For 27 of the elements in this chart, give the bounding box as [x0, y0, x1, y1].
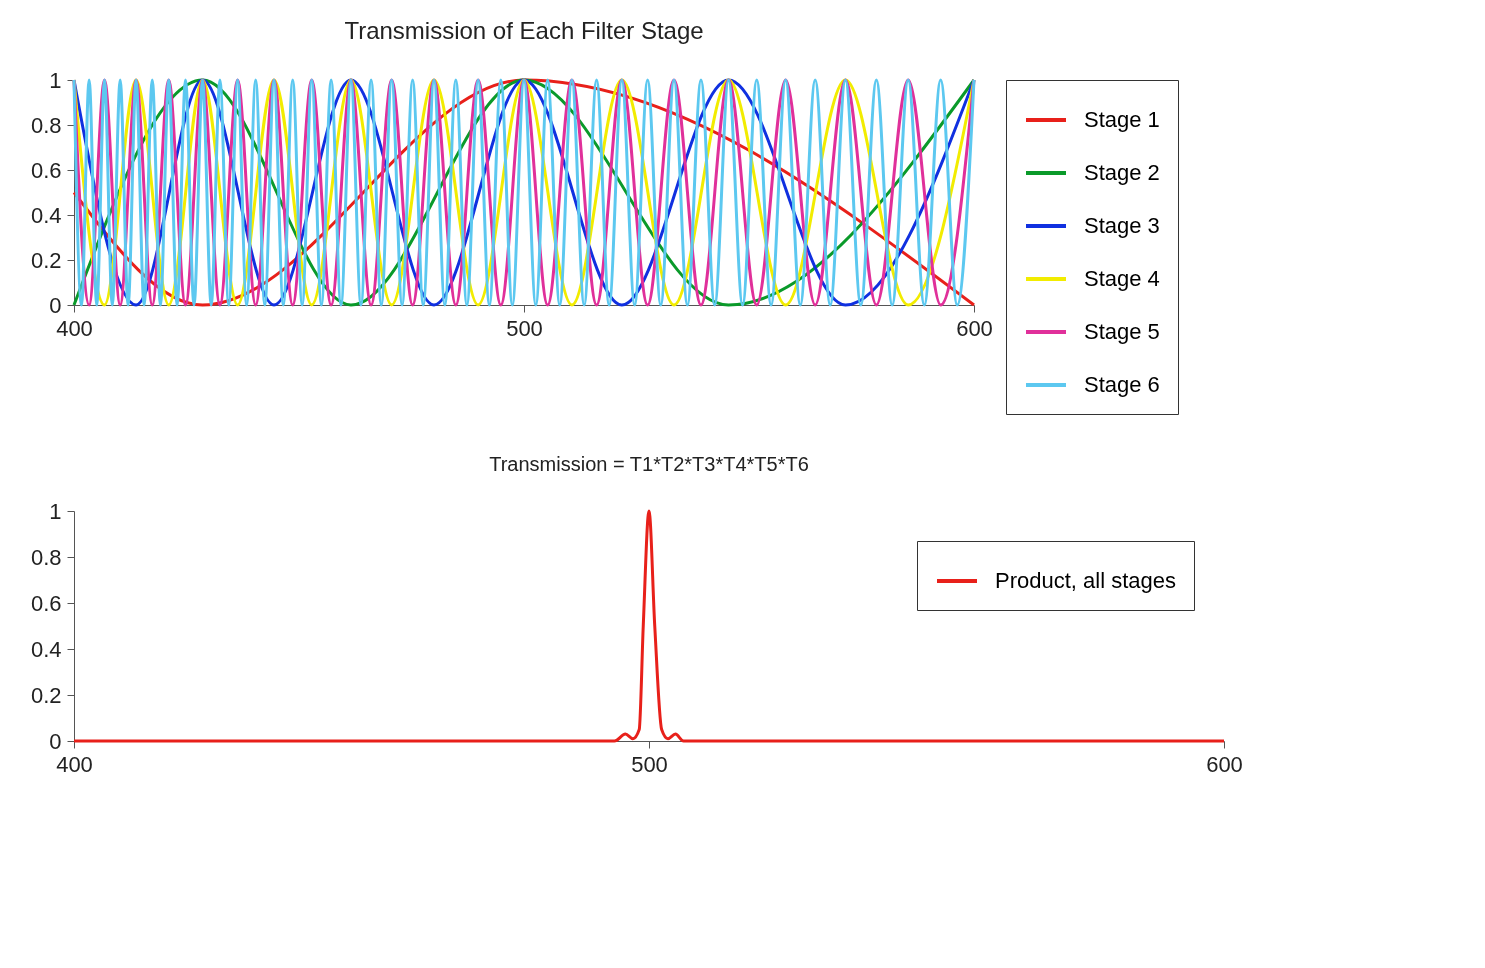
y-tick-label: 0.2 — [30, 682, 62, 708]
x-tick-label: 600 — [956, 315, 993, 341]
legend-label: Stage 6 — [1084, 372, 1160, 397]
chart-title: Transmission of Each Filter Stage — [344, 17, 704, 44]
y-tick-label: 0.4 — [30, 202, 62, 228]
y-tick-label: 1 — [49, 498, 62, 524]
x-tick-label: 500 — [506, 315, 543, 341]
y-tick-label: 0.6 — [30, 590, 62, 616]
x-tick-label: 400 — [56, 315, 93, 341]
y-tick-label: 0.4 — [30, 636, 62, 662]
y-tick-label: 0.6 — [30, 157, 62, 183]
y-tick-label: 1 — [49, 67, 62, 93]
x-tick-label: 500 — [631, 751, 668, 777]
y-tick-label: 0.8 — [30, 112, 62, 138]
chart-title: Transmission = T1*T2*T3*T4*T5*T6 — [489, 453, 809, 475]
x-tick-label: 400 — [56, 751, 93, 777]
y-tick-label: 0.2 — [30, 247, 62, 273]
y-tick-label: 0 — [49, 728, 62, 754]
y-tick-label: 0 — [49, 292, 62, 318]
legend-label: Product, all stages — [995, 568, 1176, 593]
legend-label: Stage 3 — [1084, 213, 1160, 238]
y-tick-label: 0.8 — [30, 544, 62, 570]
legend-label: Stage 5 — [1084, 319, 1160, 344]
legend-label: Stage 1 — [1084, 107, 1160, 132]
legend-label: Stage 2 — [1084, 160, 1160, 185]
legend-label: Stage 4 — [1084, 266, 1160, 291]
x-tick-label: 600 — [1206, 751, 1243, 777]
